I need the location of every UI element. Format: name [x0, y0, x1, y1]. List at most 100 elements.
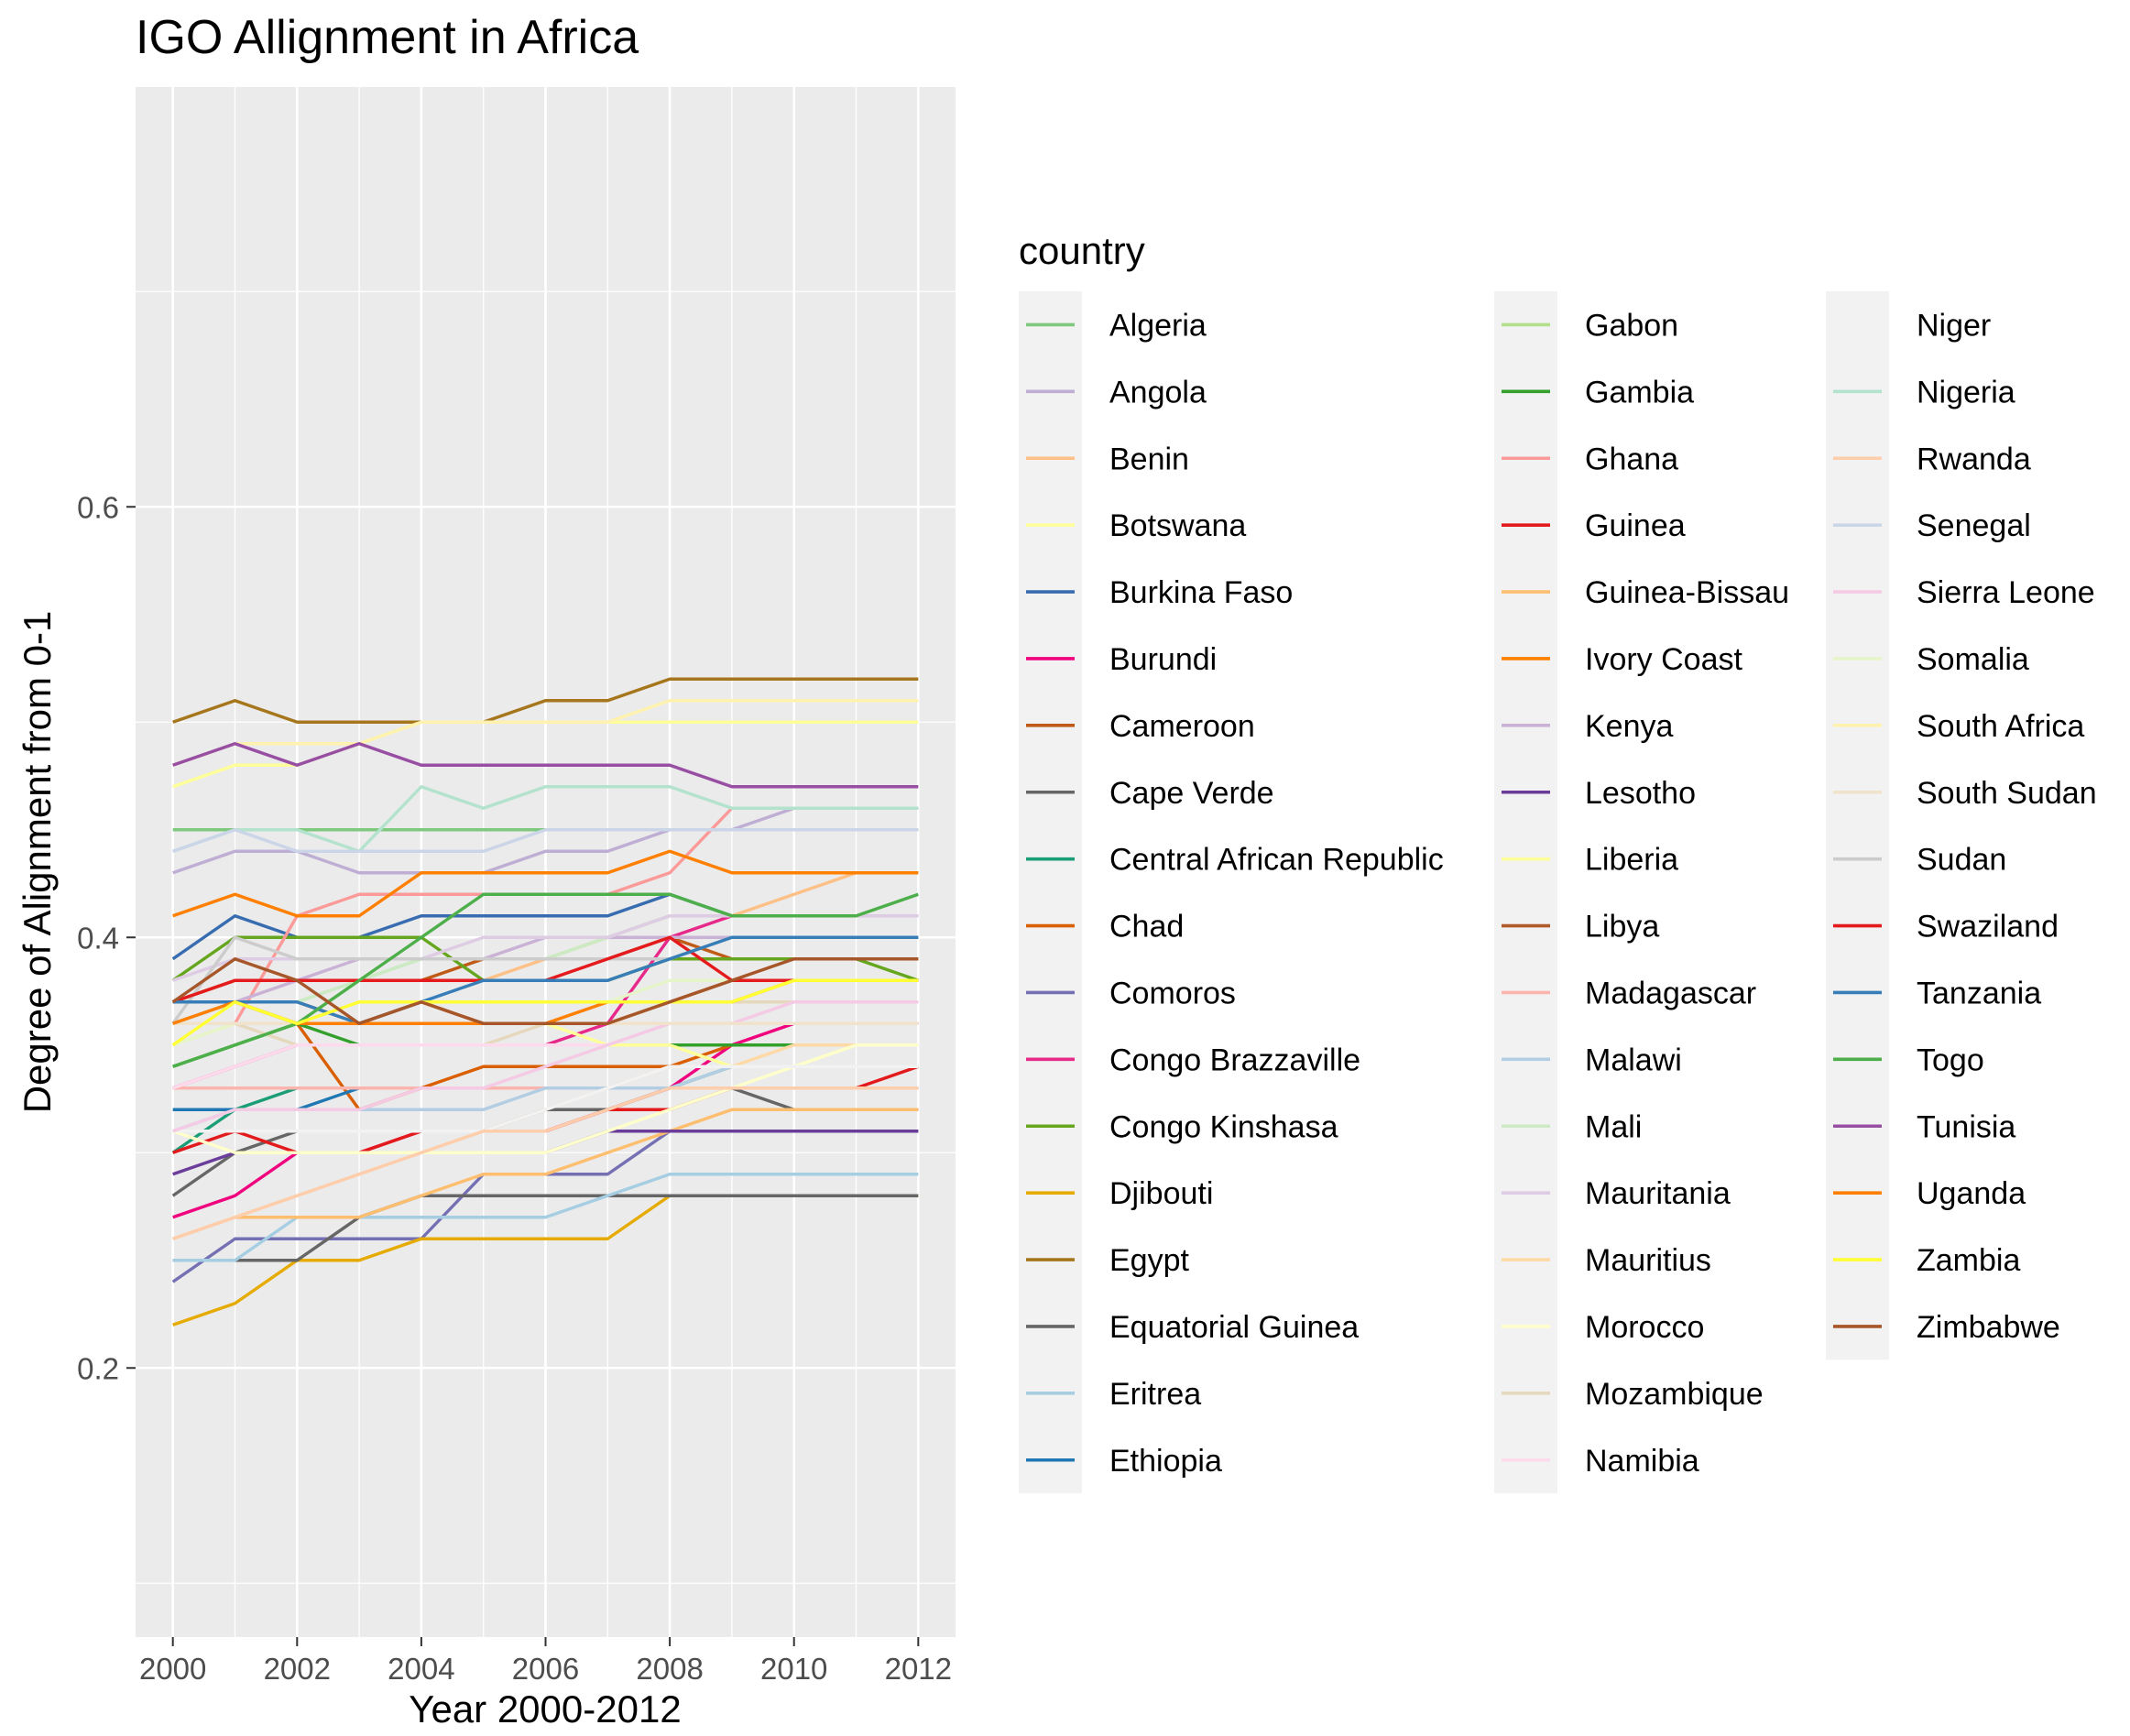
series-line-south-africa [172, 699, 919, 767]
legend-label: Mauritania [1585, 1176, 1731, 1211]
series-line-tunisia [172, 742, 919, 789]
legend-label: Mali [1585, 1109, 1642, 1144]
series-line-rwanda [172, 1086, 919, 1240]
legend-label: Cape Verde [1109, 776, 1274, 811]
series-line-equatorial-guinea [172, 1194, 919, 1262]
legend-label: Togo [1917, 1043, 1984, 1077]
legend-label: Tanzania [1917, 976, 2041, 1010]
x-tick-label: 2012 [885, 1652, 952, 1686]
legend-item: Ivory Coast [1502, 642, 1742, 677]
legend-item: Uganda [1833, 1176, 2026, 1211]
legend-label: Botswana [1109, 508, 1246, 543]
legend-label: Zambia [1917, 1243, 2020, 1278]
legend-item: Eritrea [1026, 1377, 1201, 1412]
legend-item: Congo Brazzaville [1026, 1043, 1360, 1077]
chart-title: IGO Allignment in Africa [136, 11, 639, 64]
legend-item: Zambia [1833, 1243, 2020, 1278]
legend-item: Libya [1502, 910, 1659, 944]
y-tick-label: 0.6 [77, 490, 119, 524]
legend-item: Tunisia [1833, 1109, 2015, 1144]
legend-item: Ethiopia [1026, 1444, 1222, 1479]
legend-item: Botswana [1026, 508, 1246, 543]
legend-item: Cameroon [1026, 709, 1255, 744]
legend-label: Niger [1917, 308, 1991, 343]
legend-label: Chad [1109, 910, 1184, 944]
legend-label: Benin [1109, 442, 1189, 476]
series-lines [171, 677, 919, 1327]
legend-label: Zimbabwe [1917, 1310, 2060, 1345]
legend-item: South Africa [1833, 709, 2084, 744]
legend-key-background [1826, 291, 1889, 1360]
legend-item: Kenya [1502, 709, 1673, 744]
y-axis-title: Degree of Alignment from 0-1 [16, 611, 59, 1114]
legend-item: Gambia [1502, 375, 1694, 409]
legend-label: Swaziland [1917, 910, 2059, 944]
legend-item: South Sudan [1833, 776, 2097, 811]
legend-label: Comoros [1109, 976, 1236, 1010]
legend-item: Nigeria [1833, 375, 2015, 409]
axes: 2000 2002 2004 2006 2008 2010 2012 0.2 0.4 0.6 [77, 490, 952, 1686]
legend-item: Burundi [1026, 642, 1217, 677]
series-line-guinea-bissau [172, 1108, 919, 1240]
y-tick-label: 0.4 [77, 921, 119, 955]
y-tick-label: 0.2 [77, 1351, 119, 1385]
legend-item: Mauritius [1502, 1243, 1711, 1278]
legend-label: Rwanda [1917, 442, 2031, 476]
legend-label: Lesotho [1585, 776, 1696, 811]
legend-label: Burkina Faso [1109, 575, 1293, 610]
series-line-zambia [171, 978, 919, 1047]
legend-label: Mauritius [1585, 1243, 1711, 1278]
legend-title: country [1019, 229, 1145, 272]
legend-label: South Sudan [1917, 776, 2097, 811]
x-tick-label: 2004 [388, 1652, 454, 1686]
legend-label: Libya [1585, 910, 1659, 944]
series-line-zimbabwe [171, 957, 919, 1025]
legend-item: Gabon [1502, 308, 1678, 343]
legend-label: Ghana [1585, 442, 1678, 476]
legend-item: Algeria [1026, 308, 1207, 343]
legend-item: Cape Verde [1026, 776, 1274, 811]
legend-item: Guinea [1502, 508, 1686, 543]
legend-key-background [1019, 291, 1082, 1494]
legend-label: Senegal [1917, 508, 2031, 543]
legend-item: Sudan [1833, 843, 2006, 878]
legend-label: Uganda [1917, 1176, 2026, 1211]
legend-item: Togo [1833, 1043, 1984, 1077]
legend-item: Djibouti [1026, 1176, 1213, 1211]
x-axis-title: Year 2000-2012 [409, 1687, 681, 1731]
legend-item: Guinea-Bissau [1502, 575, 1789, 610]
legend-item: Senegal [1833, 508, 2031, 543]
legend-item: Madagascar [1502, 976, 1756, 1010]
series-line-ivory-coast [172, 849, 919, 918]
series-line-sierra-leone [172, 1000, 919, 1133]
series-line-tanzania [172, 935, 919, 1025]
legend-item: Angola [1026, 375, 1207, 409]
legend-label: Central African Republic [1109, 843, 1444, 878]
legend-label: Somalia [1917, 642, 2029, 677]
legend-item: Liberia [1502, 843, 1678, 878]
legend-item: Central African Republic [1026, 843, 1444, 878]
legend-item: Tanzania [1833, 976, 2041, 1010]
legend-label: Equatorial Guinea [1109, 1310, 1359, 1345]
legend-label: Algeria [1109, 308, 1207, 343]
legend-label: Eritrea [1109, 1377, 1201, 1412]
legend-label: Congo Kinshasa [1109, 1109, 1338, 1144]
legend-label: Guinea [1585, 508, 1686, 543]
legend-label: Nigeria [1917, 375, 2015, 409]
legend-item: Malawi [1502, 1043, 1682, 1077]
legend-item: Niger [1833, 308, 1991, 343]
legend-label: Liberia [1585, 843, 1678, 878]
legend-item: Egypt [1026, 1243, 1189, 1278]
x-tick-label: 2010 [760, 1652, 827, 1686]
legend-label: Morocco [1585, 1310, 1704, 1345]
legend-label: South Africa [1917, 709, 2084, 744]
legend-item: Ghana [1502, 442, 1678, 476]
x-tick-label: 2000 [139, 1652, 206, 1686]
legend-item: Rwanda [1833, 442, 2031, 476]
legend-item: Mali [1502, 1109, 1642, 1144]
legend-label: Burundi [1109, 642, 1217, 677]
x-tick-label: 2008 [636, 1652, 703, 1686]
legend-item: Congo Kinshasa [1026, 1109, 1338, 1144]
legend-label: Congo Brazzaville [1109, 1043, 1360, 1077]
legend-item: Somalia [1833, 642, 2029, 677]
